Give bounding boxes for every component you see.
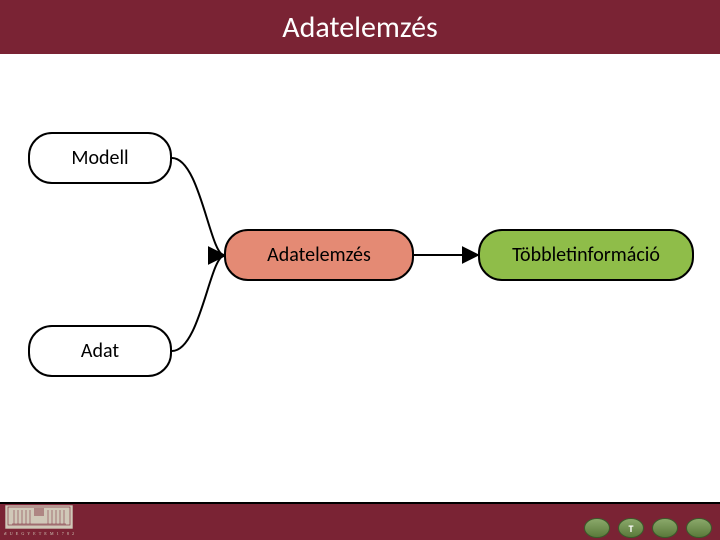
title-bar: Adatelemzés <box>0 0 720 54</box>
node-output: Többletinformáció <box>478 229 694 281</box>
footer-badge-1: T <box>618 518 644 538</box>
footer-badge-2 <box>652 518 678 538</box>
footer-logo: M U E G Y E T E M 1 7 8 2 <box>4 504 74 538</box>
node-label: Adatelemzés <box>267 243 371 267</box>
edge-adat-analysis <box>172 256 224 351</box>
node-modell: Modell <box>28 132 172 184</box>
footer-badge-3 <box>686 518 712 538</box>
edge-modell-analysis <box>172 158 224 255</box>
svg-text:M U E G Y E T E M 1 7 8 2: M U E G Y E T E M 1 7 8 2 <box>4 531 74 536</box>
footer-bar: M U E G Y E T E M 1 7 8 2 T <box>0 502 720 540</box>
footer-badge-0 <box>584 518 610 538</box>
node-analysis: Adatelemzés <box>224 229 414 281</box>
slide: Adatelemzés Modell Adat Adatelemzés Többlet… <box>0 0 720 540</box>
node-label: Modell <box>71 146 128 170</box>
node-adat: Adat <box>28 325 172 377</box>
slide-title: Adatelemzés <box>282 9 437 46</box>
node-label: Adat <box>81 339 119 363</box>
node-label: Többletinformáció <box>512 243 660 267</box>
footer-badges: T <box>584 518 712 538</box>
